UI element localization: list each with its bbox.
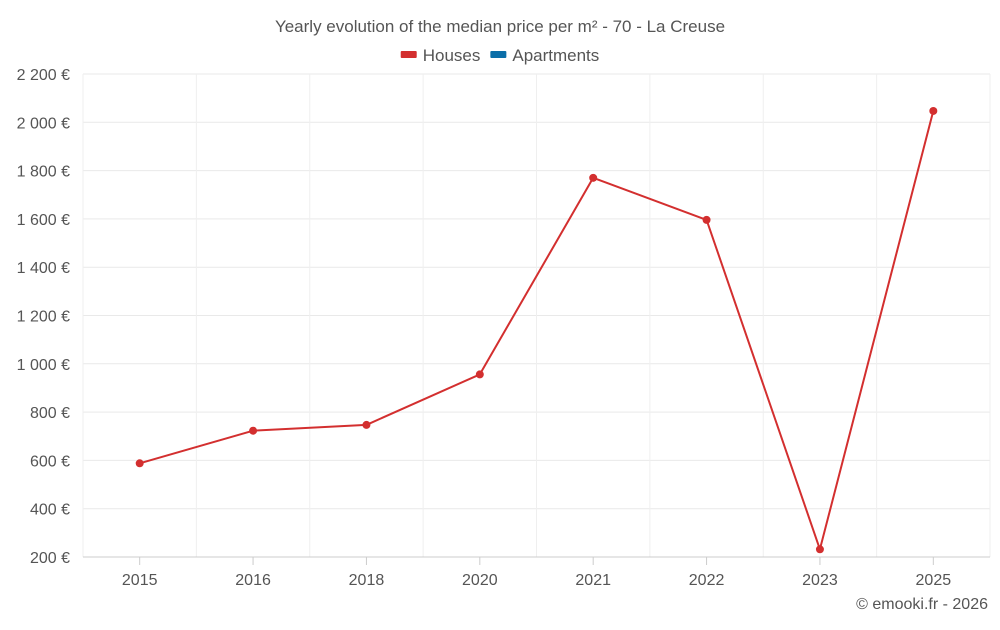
y-tick-label: 1 000 € <box>17 357 70 374</box>
data-point-houses-2020 <box>475 370 484 379</box>
legend-item-houses: Houses <box>400 46 481 65</box>
y-tick-label: 1 600 € <box>17 212 70 229</box>
y-tick-label: 400 € <box>30 502 70 519</box>
x-tick-label: 2016 <box>235 572 271 589</box>
x-tick-label: 2018 <box>349 572 385 589</box>
y-tick-label: 1 400 € <box>17 260 70 277</box>
y-tick-label: 1 800 € <box>17 164 70 181</box>
legend: Houses Apartments <box>400 46 599 65</box>
x-tick-label: 2015 <box>122 572 158 589</box>
legend-label: Houses <box>423 46 481 65</box>
x-tick-label: 2022 <box>689 572 725 589</box>
data-point-houses-2021 <box>589 173 598 182</box>
series-layer <box>135 106 938 554</box>
legend-label: Apartments <box>512 46 599 65</box>
series-line-houses <box>139 110 935 551</box>
legend-swatch <box>490 51 507 58</box>
y-tick-label: 800 € <box>30 405 70 422</box>
x-tick-label: 2021 <box>575 572 611 589</box>
x-tick-label: 2025 <box>916 572 952 589</box>
data-point-houses-2022 <box>702 215 711 224</box>
x-tick-label: 2020 <box>462 572 498 589</box>
y-tick-label: 600 € <box>30 453 70 470</box>
y-tick-label: 2 000 € <box>17 115 70 132</box>
chart-title: Yearly evolution of the median price per… <box>275 17 725 36</box>
legend-swatch <box>400 51 417 58</box>
copyright-credit: © emooki.fr - 2026 <box>856 596 988 613</box>
y-tick-label: 1 200 € <box>17 309 70 326</box>
data-point-houses-2016 <box>249 426 258 435</box>
grid <box>82 73 991 557</box>
data-point-houses-2023 <box>815 545 824 554</box>
axes: 200 € 400 € 600 € 800 € 1 000 € 1 200 € 1 400 … <box>17 67 990 589</box>
legend-item-apartments: Apartments <box>490 46 599 65</box>
data-point-houses-2015 <box>135 459 144 468</box>
data-point-houses-2025 <box>929 106 938 115</box>
data-point-houses-2018 <box>362 420 371 429</box>
y-tick-label: 2 200 € <box>17 67 70 84</box>
x-tick-label: 2023 <box>802 572 838 589</box>
y-tick-label: 200 € <box>30 550 70 567</box>
